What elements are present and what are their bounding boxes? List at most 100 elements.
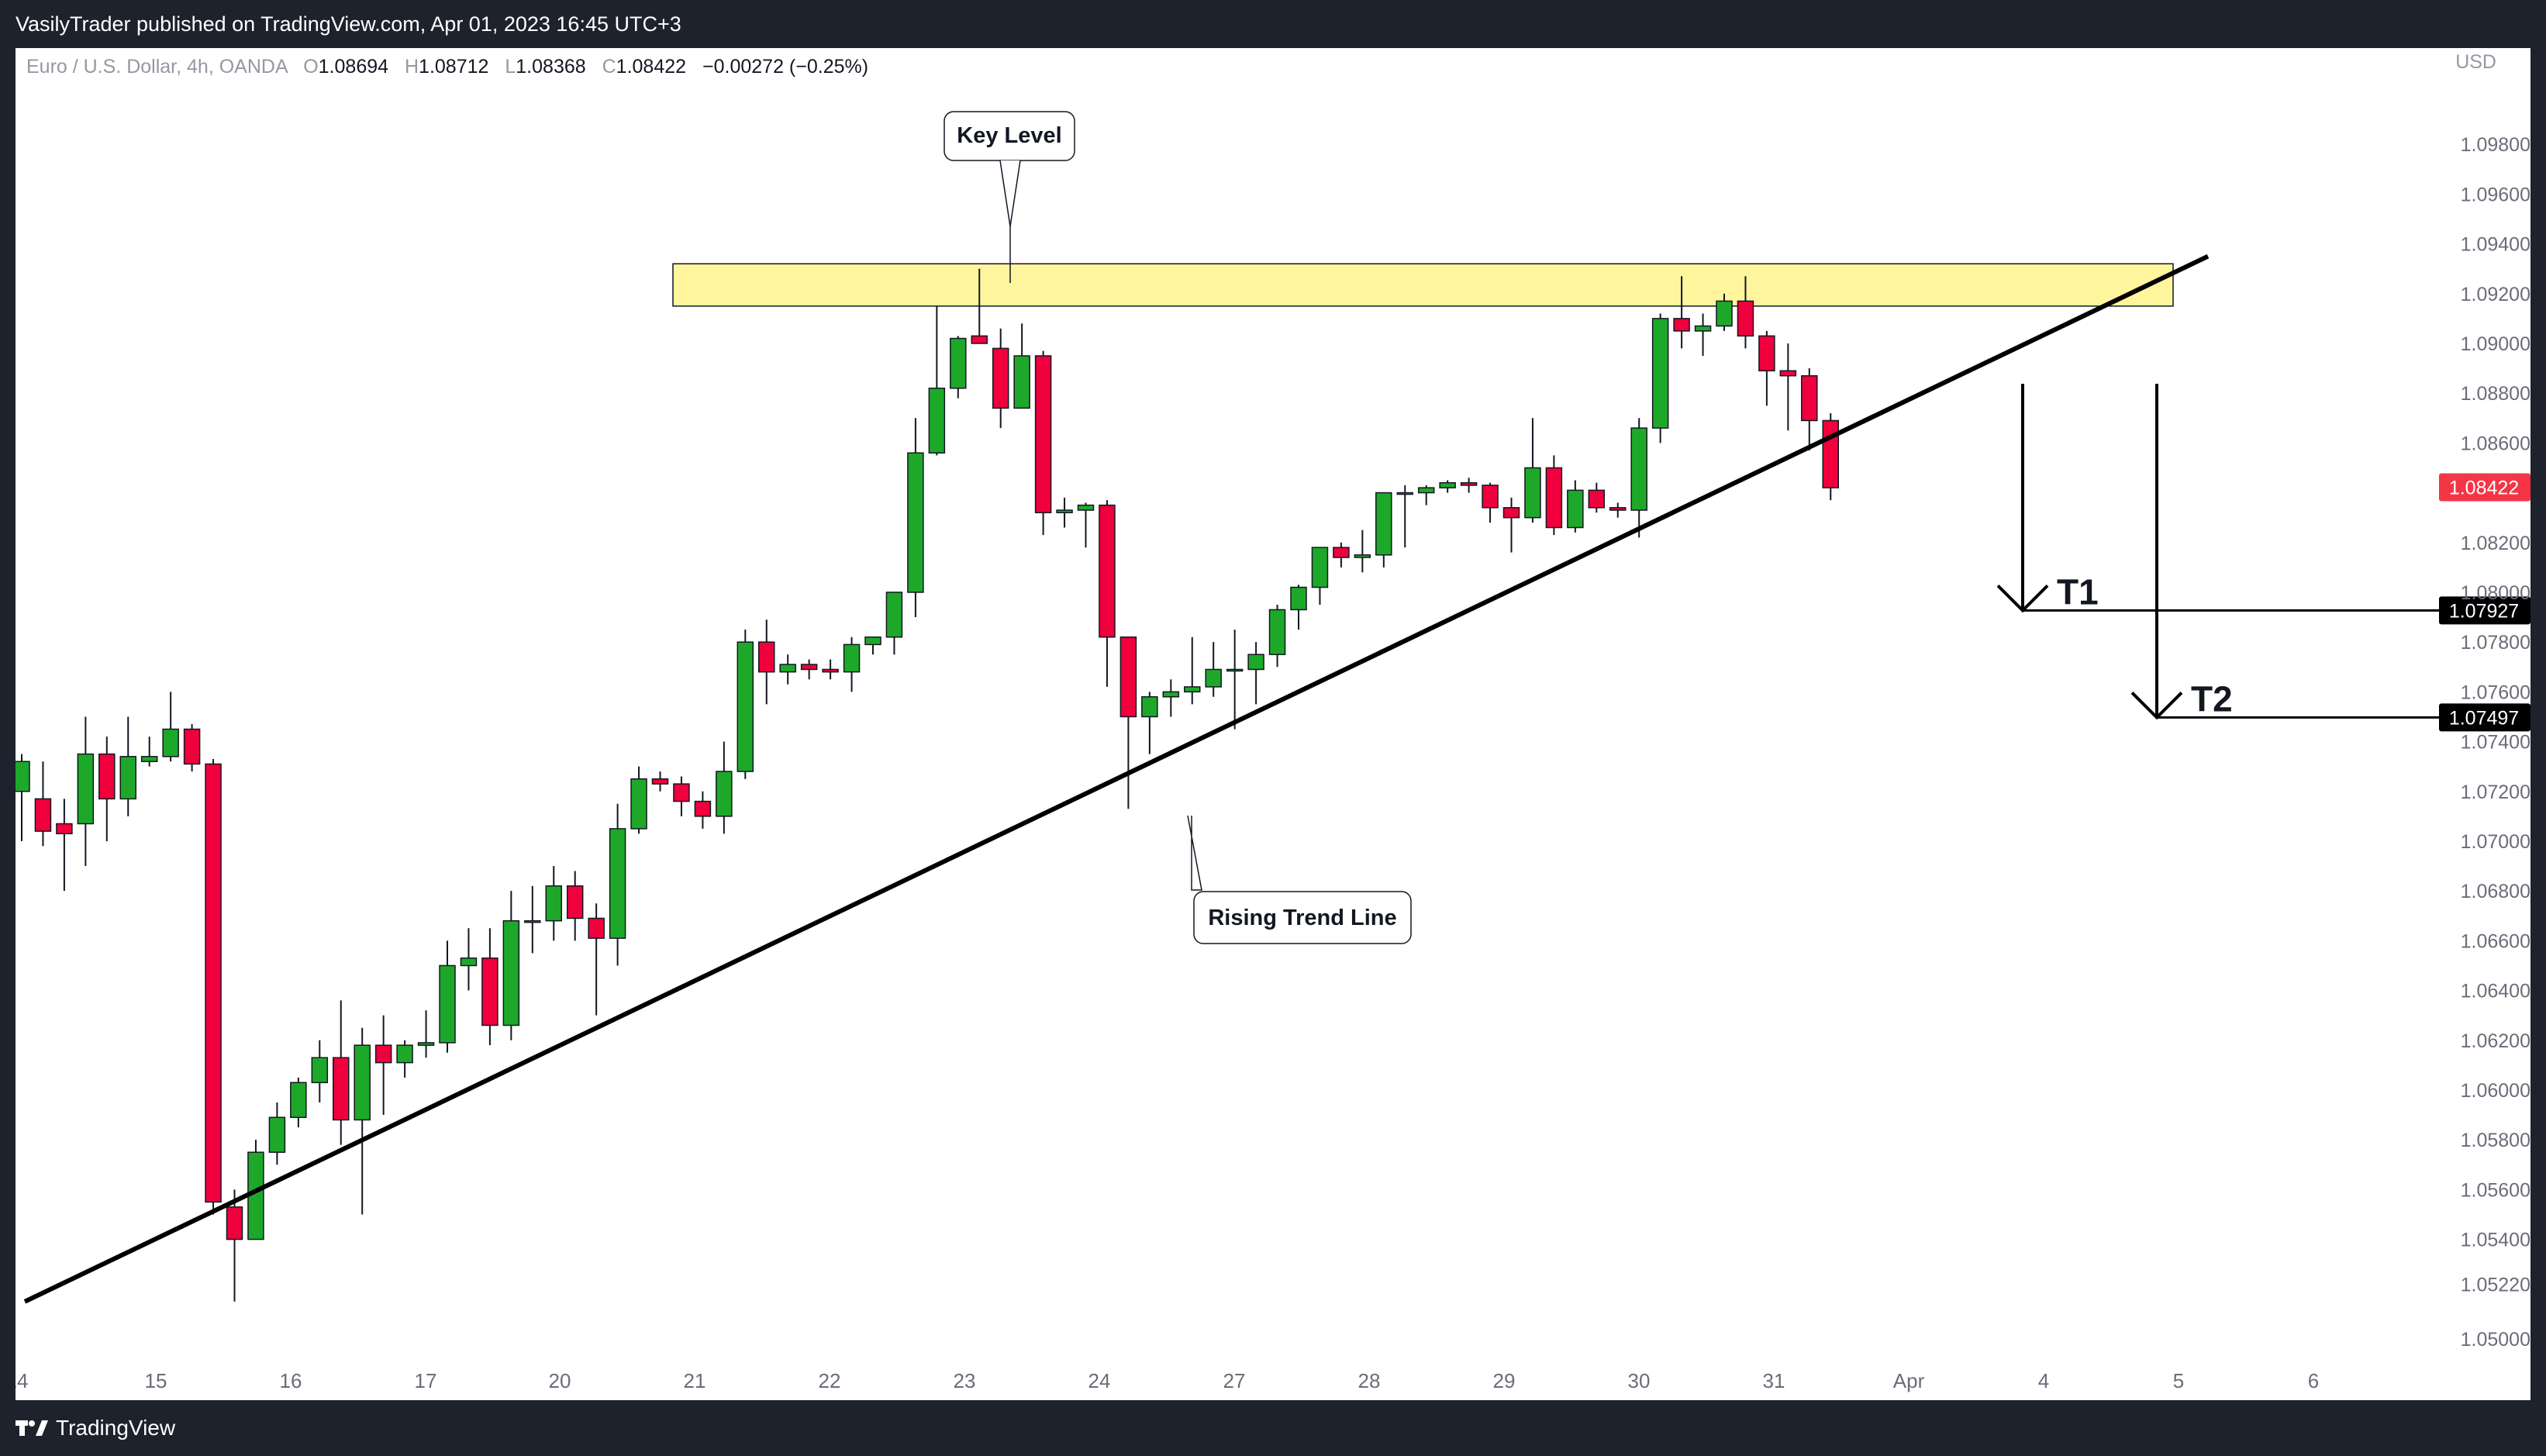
bullish-candle-body [119, 756, 136, 800]
x-tick-label: 21 [684, 1369, 706, 1392]
key-level-callout: Key Level [944, 111, 1075, 283]
bearish-candle-body [183, 728, 201, 765]
bearish-candle-body [481, 957, 499, 1026]
candle [1354, 530, 1371, 573]
y-tick-label: 1.09200 [2461, 284, 2530, 305]
tradingview-brand: TradingView [56, 1416, 176, 1440]
candle [907, 418, 924, 618]
trend-line-label: Rising Trend Line [1208, 906, 1396, 930]
bullish-candle-body [1247, 654, 1264, 671]
bearish-candle-body [800, 664, 818, 671]
candle [290, 1077, 307, 1128]
candle [1737, 276, 1754, 349]
y-tick-label: 1.08200 [2461, 533, 2530, 554]
target-t2: T2 1.07497 [2130, 384, 2530, 732]
candle [56, 799, 73, 892]
candle [928, 305, 946, 456]
low-label: L [505, 56, 516, 78]
target-label: T1 [2057, 571, 2099, 612]
candle [98, 737, 116, 841]
x-tick-label: 20 [549, 1369, 571, 1392]
bullish-candle-body [140, 756, 158, 762]
bullish-candle-body [1417, 487, 1435, 494]
tradingview-logo[interactable]: TradingView [16, 1416, 175, 1440]
candle [140, 737, 158, 767]
key-level-label: Key Level [957, 123, 1061, 148]
y-tick-label: 1.07800 [2461, 632, 2530, 654]
x-tick-label: Apr [1893, 1369, 1925, 1392]
y-tick-label: 1.07600 [2461, 681, 2530, 703]
bullish-candle-body [609, 828, 626, 939]
bearish-candle-body [1545, 467, 1563, 529]
candle [1141, 692, 1158, 754]
bullish-candle-body [1013, 355, 1030, 409]
y-tick-label: 1.05000 [2461, 1329, 2530, 1351]
candle [439, 940, 456, 1053]
close-value: 1.08422 [616, 56, 687, 78]
candle [354, 1027, 371, 1215]
candle [1268, 605, 1286, 668]
symbol-legend: Euro / U.S. Dollar, 4h, OANDA O1.08694 H… [26, 56, 868, 78]
bullish-candle-body [1439, 481, 1456, 488]
candle [694, 791, 712, 829]
bullish-candle-body [524, 919, 541, 923]
candle [1630, 418, 1647, 538]
x-tick-label: 24 [1088, 1369, 1111, 1392]
bearish-candle-body [98, 753, 116, 800]
candle [1673, 276, 1690, 349]
bullish-candle-body [1077, 504, 1095, 511]
bearish-candle-body [333, 1057, 350, 1121]
x-tick-label: 30 [1628, 1369, 1651, 1392]
bearish-candle-body [1673, 318, 1690, 332]
candle [630, 766, 647, 834]
trend-line-box [1193, 891, 1412, 944]
candle [162, 692, 179, 762]
x-tick-label: 31 [1763, 1369, 1785, 1392]
candle [1099, 500, 1116, 687]
bullish-candle-body [950, 337, 967, 389]
candle [800, 659, 818, 680]
candle [1716, 293, 1733, 331]
tradingview-logo-icon [16, 1420, 48, 1436]
bullish-candle-body [439, 964, 456, 1044]
y-tick-label: 1.05600 [2461, 1179, 2530, 1201]
bullish-candle-body [1396, 492, 1413, 495]
x-tick-label: 4 [2038, 1369, 2049, 1392]
current-price-tag [2439, 473, 2530, 502]
key-level-pointer-tip [999, 160, 1021, 227]
y-tick-label: 1.09400 [2461, 234, 2530, 256]
candle [716, 741, 733, 834]
bearish-candle-body [992, 347, 1009, 409]
candle [1013, 323, 1030, 409]
chart-panel[interactable]: Key Level Rising Trend Line T1 1.07927 T2 1.0… [16, 48, 2530, 1400]
bullish-candle-body [1567, 489, 1584, 529]
bearish-candle-body [566, 885, 584, 919]
bullish-candle-body [1056, 509, 1073, 513]
open-value: 1.08694 [318, 56, 389, 78]
y-tick-label: 1.06000 [2461, 1080, 2530, 1102]
y-tick-label: 1.05400 [2461, 1230, 2530, 1251]
candle [673, 776, 690, 816]
bullish-candle-body [1375, 492, 1392, 556]
candle [183, 724, 201, 772]
bearish-candle-body [374, 1044, 392, 1064]
candle [1290, 585, 1307, 630]
low-value: 1.08368 [516, 56, 586, 78]
bearish-candle-body [1737, 300, 1754, 337]
candle [1247, 642, 1264, 705]
y-tick-label: 1.06400 [2461, 981, 2530, 1002]
candle [481, 928, 499, 1046]
bearish-candle-body [1034, 355, 1052, 513]
bearish-candle-body [588, 917, 605, 939]
x-tick-label: 5 [2173, 1369, 2184, 1392]
candle [1077, 502, 1095, 548]
candle [1417, 485, 1435, 505]
bearish-candle-body [56, 823, 73, 835]
candle [205, 759, 222, 1215]
candle [34, 761, 52, 847]
x-tick-label: 29 [1493, 1369, 1516, 1392]
bullish-candle-body [907, 452, 924, 593]
price-chart[interactable]: Key Level Rising Trend Line T1 1.07927 T2 1.0… [16, 48, 2530, 1400]
bearish-candle-body [1758, 335, 1775, 372]
candle [1502, 497, 1520, 553]
